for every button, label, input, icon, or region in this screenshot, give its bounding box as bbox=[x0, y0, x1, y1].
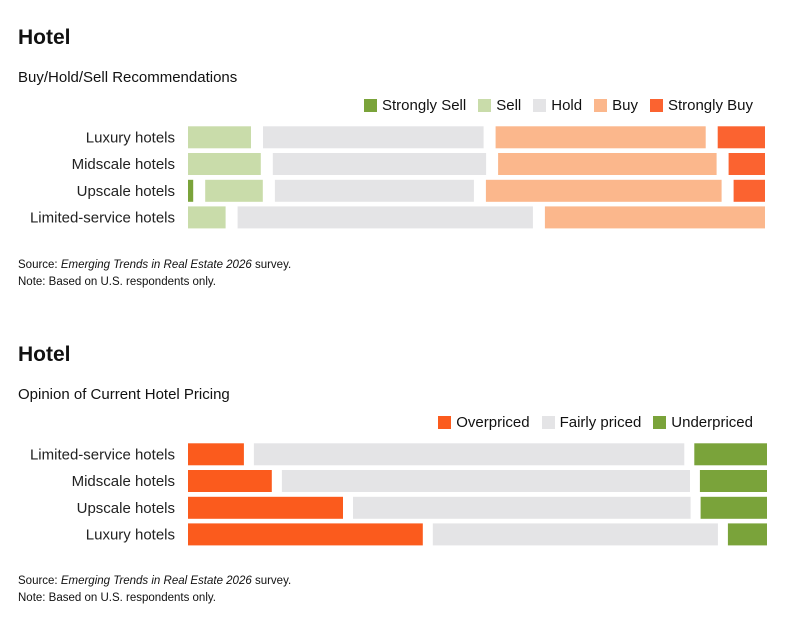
legend-item-overpriced: Overpriced bbox=[438, 414, 530, 431]
section2-subtitle: Opinion of Current Hotel Pricing bbox=[18, 386, 230, 403]
legend-swatch-strongly-sell bbox=[364, 99, 377, 112]
bar-hold bbox=[237, 206, 533, 229]
bar-overpriced bbox=[188, 470, 272, 492]
legend-label-buy: Buy bbox=[612, 97, 638, 114]
legend-item-strongly-buy: Strongly Buy bbox=[649, 97, 753, 114]
legend-swatch-sell bbox=[478, 99, 492, 112]
section1-heading: Hotel bbox=[18, 26, 71, 49]
bar-underpriced bbox=[699, 470, 767, 492]
section1-source-prefix: Source: bbox=[18, 259, 61, 271]
section1-source-title: Emerging Trends in Real Estate 2026 bbox=[60, 259, 252, 271]
legend-swatch-buy bbox=[594, 99, 608, 112]
legend-label-overpriced: Overpriced bbox=[456, 414, 530, 431]
legend-swatch-strongly-buy bbox=[649, 99, 663, 112]
chart2-legend: Overpriced Fairly priced Underpriced bbox=[438, 414, 753, 431]
section2-footnote: Source: Emerging Trends in Real Estate 2… bbox=[18, 573, 291, 607]
legend-label-sell: Sell bbox=[496, 97, 522, 114]
legend-swatch-hold bbox=[533, 99, 547, 112]
bar-hold bbox=[274, 179, 474, 202]
section2-note: Note: Based on U.S. respondents only. bbox=[18, 592, 216, 604]
bar-sell bbox=[188, 126, 251, 149]
legend-label-fairly-priced: Fairly priced bbox=[559, 414, 642, 431]
legend-item-fairly-priced: Fairly priced bbox=[541, 414, 642, 431]
legend-item-hold: Hold bbox=[533, 97, 582, 114]
legend-label-underpriced: Underpriced bbox=[671, 414, 753, 431]
bar-hold bbox=[263, 126, 484, 149]
section2-source-title: Emerging Trends in Real Estate 2026 bbox=[60, 575, 252, 587]
bar-sell bbox=[188, 206, 226, 229]
chart1-plot: Luxury hotels Midscale hotels Upscale hote… bbox=[30, 126, 765, 229]
bar-overpriced bbox=[188, 443, 244, 466]
bar-sell bbox=[188, 153, 261, 175]
section2-heading: Hotel bbox=[18, 343, 71, 366]
chart1-legend: Strongly Sell Sell Hold Buy Strongly Buy bbox=[364, 97, 753, 114]
bar-buy bbox=[498, 153, 717, 175]
bar-hold bbox=[272, 153, 487, 175]
legend-item-underpriced: Underpriced bbox=[653, 414, 753, 431]
section2-source-suffix: survey. bbox=[251, 575, 292, 587]
bar-strongly-buy bbox=[728, 153, 765, 175]
category-label: Upscale hotels bbox=[77, 500, 175, 517]
bar-strongly-sell bbox=[188, 179, 194, 202]
legend-label-strongly-buy: Strongly Buy bbox=[667, 97, 753, 114]
bar-underpriced bbox=[700, 496, 767, 519]
bar-fairly-priced bbox=[253, 443, 685, 466]
legend-swatch-overpriced bbox=[438, 416, 452, 429]
bar-fairly-priced bbox=[353, 496, 691, 519]
bar-strongly-buy bbox=[717, 126, 765, 149]
category-label: Midscale hotels bbox=[72, 156, 175, 173]
section1-footnote: Source: Emerging Trends in Real Estate 2… bbox=[18, 257, 291, 291]
bar-buy bbox=[544, 206, 765, 229]
bar-underpriced bbox=[694, 443, 767, 466]
section1-subtitle: Buy/Hold/Sell Recommendations bbox=[18, 69, 238, 86]
legend-swatch-fairly-priced bbox=[541, 416, 555, 429]
legend-item-sell: Sell bbox=[478, 97, 521, 114]
bar-buy bbox=[495, 126, 706, 149]
bar-overpriced bbox=[188, 523, 423, 546]
category-label: Luxury hotels bbox=[86, 526, 175, 543]
bar-strongly-buy bbox=[733, 179, 765, 202]
legend-item-buy: Buy bbox=[594, 97, 638, 114]
legend-label-hold: Hold bbox=[551, 97, 583, 114]
section1-source-suffix: survey. bbox=[251, 259, 292, 271]
category-label: Limited-service hotels bbox=[30, 209, 175, 226]
category-label: Midscale hotels bbox=[72, 473, 175, 490]
category-label: Luxury hotels bbox=[86, 129, 175, 146]
bar-overpriced bbox=[188, 496, 343, 519]
chart2-plot: Limited-service hotels Midscale hotels Ups… bbox=[30, 443, 767, 546]
bar-underpriced bbox=[727, 523, 767, 546]
legend-item-strongly-sell: Strongly Sell bbox=[364, 97, 466, 114]
section1-note: Note: Based on U.S. respondents only. bbox=[18, 276, 216, 288]
bar-fairly-priced bbox=[432, 523, 718, 546]
bar-sell bbox=[205, 179, 263, 202]
legend-swatch-underpriced bbox=[653, 416, 667, 429]
category-label: Limited-service hotels bbox=[30, 446, 175, 463]
legend-label-strongly-sell: Strongly Sell bbox=[382, 97, 467, 114]
bar-fairly-priced bbox=[281, 470, 690, 492]
category-label: Upscale hotels bbox=[77, 183, 175, 200]
bar-buy bbox=[485, 179, 722, 202]
section2-source-prefix: Source: bbox=[18, 575, 61, 587]
